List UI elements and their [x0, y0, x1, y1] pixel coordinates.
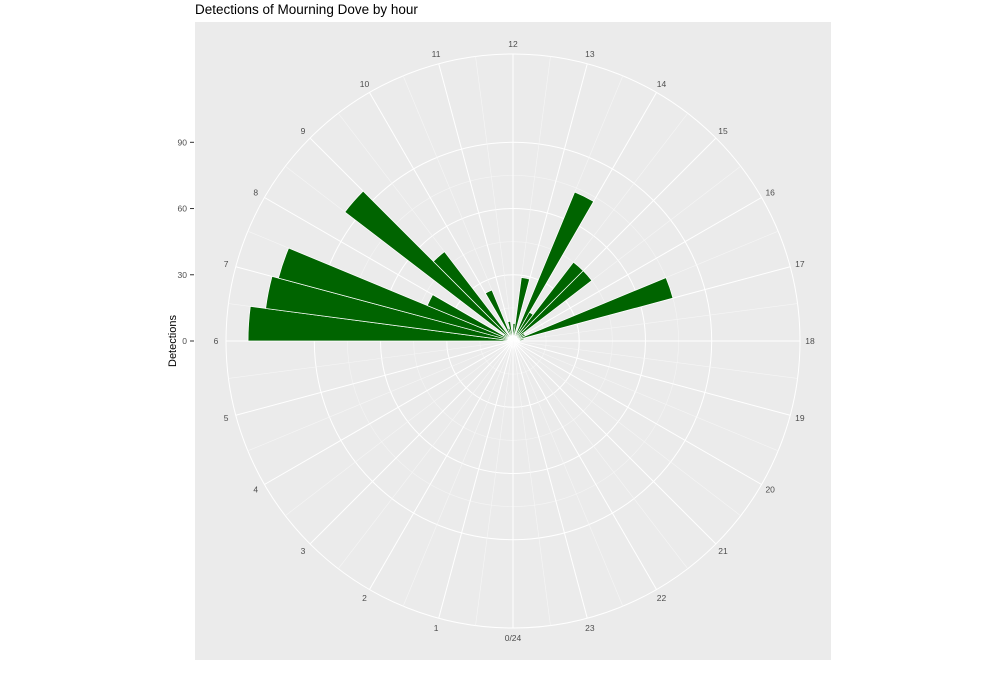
bar-wedge — [278, 247, 514, 342]
hour-label: 19 — [795, 413, 805, 423]
hour-label: 11 — [432, 49, 441, 59]
grid-layer — [225, 53, 801, 629]
hour-label: 23 — [585, 623, 595, 633]
y-tick-label: 90 — [178, 137, 188, 147]
hour-label: 8 — [253, 188, 258, 198]
hour-label: 9 — [301, 126, 306, 136]
hour-label: 0/24 — [505, 633, 522, 643]
grid-spoke — [512, 340, 588, 619]
bar-wedge — [344, 190, 514, 342]
grid-spoke — [369, 340, 514, 590]
bar-layer — [247, 190, 674, 343]
y-axis: 0 30 60 90 — [178, 137, 194, 346]
grid-spoke — [512, 197, 762, 342]
hour-label: 13 — [585, 49, 595, 59]
hour-label: 17 — [795, 259, 805, 269]
grid-spoke-minor — [402, 340, 514, 607]
y-tick-label: 60 — [178, 204, 188, 214]
bar-wedge — [512, 277, 530, 342]
grid-spoke — [309, 340, 514, 545]
hour-label: 1 — [434, 623, 439, 633]
hour-label: 3 — [301, 546, 306, 556]
hour-label: 10 — [360, 79, 370, 89]
grid-spoke — [438, 63, 514, 342]
hour-label: 7 — [224, 259, 229, 269]
hour-label: 5 — [224, 413, 229, 423]
grid-spoke-minor — [475, 56, 514, 342]
hour-labels: 0/24123456789101112131415161718192021222… — [214, 39, 815, 643]
hour-label: 16 — [765, 188, 775, 198]
grid-spoke — [264, 340, 514, 485]
grid-spoke-minor — [512, 340, 624, 607]
bar-wedge — [484, 289, 514, 342]
grid-spoke-minor — [512, 340, 741, 516]
hour-label: 6 — [214, 336, 219, 346]
y-tick-label: 0 — [182, 336, 187, 346]
grid-spoke-minor — [247, 340, 514, 452]
hour-label: 4 — [253, 485, 258, 495]
grid-spoke — [512, 340, 791, 416]
y-tick-label: 30 — [178, 270, 188, 280]
grid-spoke-minor — [512, 340, 551, 626]
grid-spoke-minor — [285, 340, 514, 516]
grid-spoke-minor — [512, 340, 779, 452]
bar-wedge — [512, 277, 674, 342]
y-axis-title: Detections — [167, 315, 179, 367]
bar-wedge — [507, 320, 514, 342]
grid-spoke — [512, 340, 717, 545]
hour-label: 12 — [508, 39, 518, 49]
hour-label: 14 — [657, 79, 667, 89]
bar-wedge — [512, 337, 525, 342]
grid-spoke-minor — [475, 340, 514, 626]
bar-wedge — [512, 340, 520, 343]
bar-wedge — [512, 191, 595, 342]
bar-wedge — [512, 270, 593, 342]
grid-spoke-minor — [512, 340, 688, 569]
chart-title: Detections of Mourning Dove by hour — [195, 2, 418, 17]
hour-label: 18 — [805, 336, 815, 346]
grid-spoke-minor — [512, 340, 798, 379]
bar-wedge — [265, 276, 514, 342]
grid-spoke — [438, 340, 514, 619]
hour-label: 21 — [718, 546, 728, 556]
bar-wedge — [426, 294, 514, 342]
grid-spoke-minor — [228, 340, 514, 379]
hour-label: 22 — [657, 593, 667, 603]
grid-spoke-minor — [338, 340, 514, 569]
grid-spoke — [512, 340, 657, 590]
bar-wedge — [432, 251, 514, 342]
grid-spoke-minor — [512, 303, 798, 342]
hour-label: 15 — [718, 126, 728, 136]
grid-spoke — [512, 340, 762, 485]
hour-label: 2 — [362, 593, 367, 603]
grid-spoke — [235, 340, 514, 416]
hour-label: 20 — [765, 485, 775, 495]
